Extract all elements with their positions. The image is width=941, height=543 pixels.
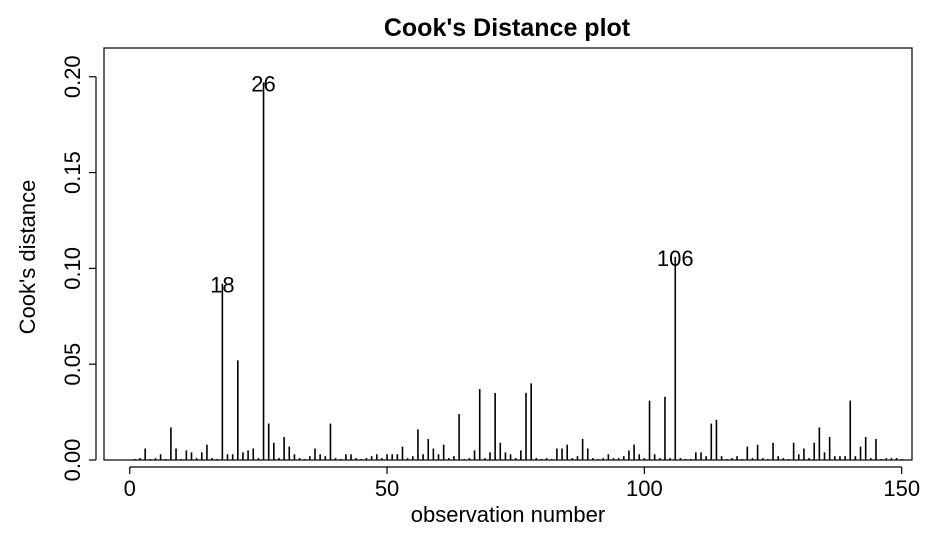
y-tick-label: 0.05 <box>60 343 85 386</box>
point-label: 26 <box>251 71 275 96</box>
x-axis: 0 50 100 150 <box>124 466 920 501</box>
x-axis-label: observation number <box>411 502 605 527</box>
chart-title: Cook's Distance plot <box>384 14 631 42</box>
x-tick-label: 0 <box>124 476 136 501</box>
y-tick-label: 0.15 <box>60 151 85 194</box>
point-label: 106 <box>657 246 694 271</box>
data-lines <box>134 82 903 460</box>
point-label: 18 <box>210 273 234 298</box>
plot-frame <box>103 47 913 461</box>
y-tick-label: 0.10 <box>60 247 85 290</box>
y-tick-label: 0.00 <box>60 439 85 482</box>
x-tick-label: 50 <box>375 476 399 501</box>
y-axis: 0.00 0.05 0.10 0.15 0.20 <box>60 55 97 482</box>
x-tick-label: 150 <box>883 476 920 501</box>
point-annotations: 18 26 106 <box>210 71 693 297</box>
y-tick-label: 0.20 <box>60 55 85 98</box>
y-axis-label: Cook's distance <box>15 180 40 335</box>
x-tick-label: 100 <box>626 476 663 501</box>
